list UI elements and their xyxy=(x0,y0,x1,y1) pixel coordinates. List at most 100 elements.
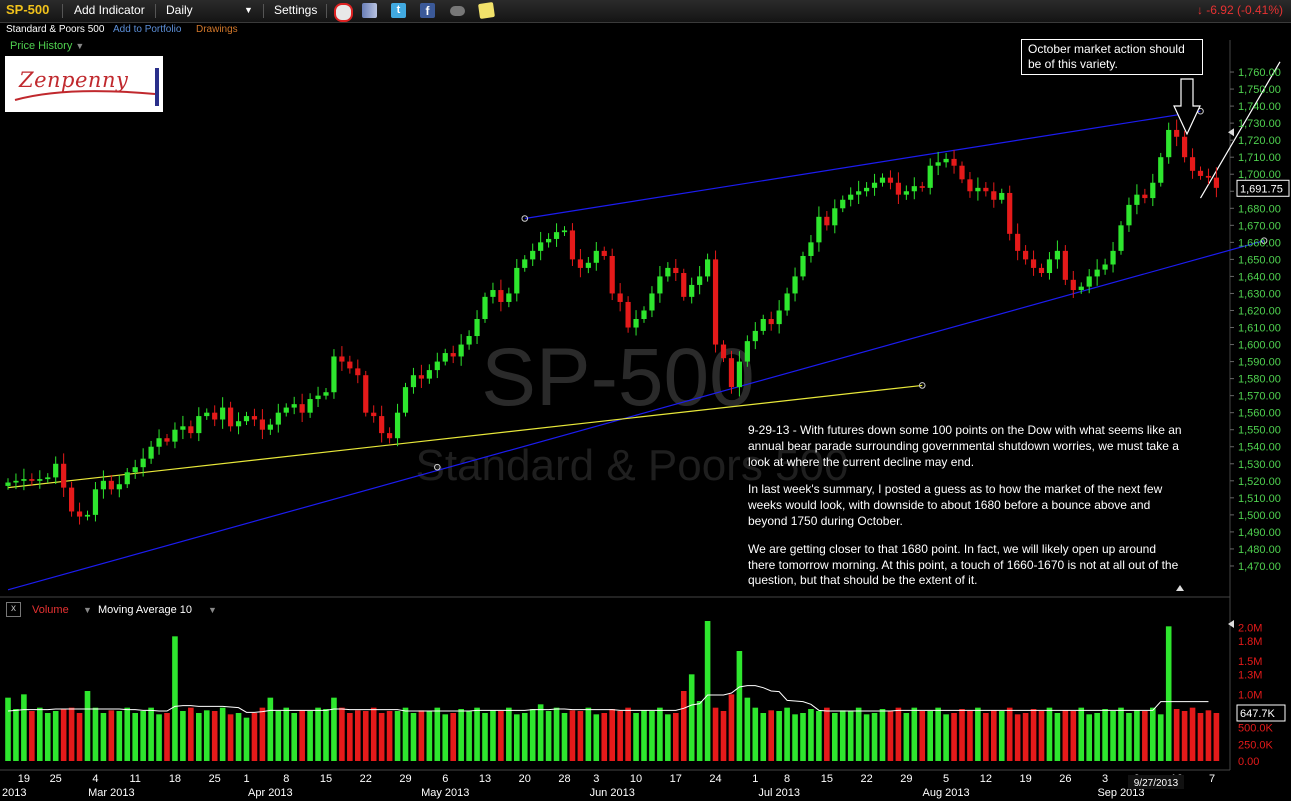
volume-bar xyxy=(426,711,433,761)
candle xyxy=(1038,267,1045,274)
close-icon[interactable]: x xyxy=(6,602,21,617)
volume-bar xyxy=(959,709,965,761)
candle xyxy=(228,407,234,427)
volume-bar xyxy=(887,711,894,761)
candle xyxy=(824,216,830,226)
price-tick-label: 1,470.00 xyxy=(1238,561,1281,573)
chevron-down-icon[interactable]: ▼ xyxy=(83,605,92,615)
candle xyxy=(840,199,846,209)
volume-bar xyxy=(37,707,43,761)
commentary-text: 9-29-13 - With futures down some 100 poi… xyxy=(748,423,1186,595)
volume-bar xyxy=(943,714,949,761)
month-tick-label: Apr 2013 xyxy=(248,787,293,799)
candle xyxy=(45,477,51,480)
candle xyxy=(935,162,941,166)
chevron-down-icon[interactable]: ▼ xyxy=(208,605,217,615)
volume-bar xyxy=(537,704,544,761)
candle xyxy=(251,416,258,420)
volume-bar xyxy=(402,707,409,761)
volume-bar xyxy=(1197,713,1204,761)
price-tick-label: 1,600.00 xyxy=(1238,340,1281,352)
volume-tick-label: 0.00 xyxy=(1238,756,1259,768)
drawings-link[interactable]: Drawings xyxy=(196,24,238,35)
commentary-paragraph: In last week's summary, I posted a guess… xyxy=(748,482,1163,528)
volume-bar xyxy=(275,711,282,761)
candle xyxy=(235,421,242,427)
candle xyxy=(561,230,568,233)
volume-bar xyxy=(1134,710,1140,761)
moving-average-line xyxy=(7,685,1209,713)
candle xyxy=(53,463,59,478)
add-indicator-button[interactable]: Add Indicator xyxy=(74,3,145,17)
volume-bar xyxy=(283,707,290,761)
volume-bar xyxy=(227,714,234,761)
date-tick-label: 22 xyxy=(360,773,372,785)
date-tick-label: 4 xyxy=(92,773,98,785)
candle xyxy=(1213,177,1219,188)
volume-tick-label: 1.8M xyxy=(1238,636,1262,648)
date-tick-label: 17 xyxy=(670,773,682,785)
volume-bar xyxy=(792,714,798,761)
candle xyxy=(355,368,361,376)
candle xyxy=(689,284,695,297)
facebook-icon[interactable]: f xyxy=(420,3,435,18)
drawn-arrows xyxy=(1173,78,1201,136)
volume-bar xyxy=(545,711,552,761)
volume-label[interactable]: Volume xyxy=(32,604,69,616)
chevron-down-icon[interactable]: ▼ xyxy=(244,5,253,15)
candle xyxy=(991,191,997,200)
volume-bar xyxy=(1205,710,1212,761)
chevron-down-icon: ▼ xyxy=(75,41,85,51)
price-tick-label: 1,500.00 xyxy=(1238,510,1281,522)
volume-bar xyxy=(235,713,242,761)
candle xyxy=(744,341,750,362)
volume-bar xyxy=(768,710,774,761)
alarm-clock-icon[interactable] xyxy=(334,3,353,22)
volume-bar xyxy=(506,707,512,761)
volume-bar xyxy=(871,713,878,761)
candle xyxy=(1134,194,1140,205)
symbol-label[interactable]: SP-500 xyxy=(6,2,50,17)
volume-bar xyxy=(879,709,886,761)
price-history-menu[interactable]: Price History ▼ xyxy=(10,40,84,52)
candle xyxy=(466,336,472,345)
trend-line-lower-channel xyxy=(7,240,1265,591)
scroll-up-icon xyxy=(1176,585,1184,591)
candle xyxy=(291,404,297,408)
commentary-paragraph: 9-29-13 - With futures down some 100 poi… xyxy=(748,423,1182,469)
logo-text: Zenpenny xyxy=(19,68,129,92)
price-tick-label: 1,590.00 xyxy=(1238,357,1281,369)
settings-button[interactable]: Settings xyxy=(274,3,318,17)
volume-bar xyxy=(1181,711,1188,761)
candle xyxy=(315,395,321,400)
candle xyxy=(673,267,679,274)
interval-select[interactable]: Daily xyxy=(166,3,193,17)
candle xyxy=(927,165,933,188)
volume-tick-label: 500.0K xyxy=(1238,723,1274,735)
candle xyxy=(816,216,822,243)
date-tick-label: 28 xyxy=(558,773,570,785)
date-tick-label: 13 xyxy=(479,773,491,785)
instrument-name: Standard & Poors 500 xyxy=(6,24,105,35)
price-tick-label: 1,570.00 xyxy=(1238,391,1281,403)
candle xyxy=(1189,157,1196,171)
candle xyxy=(919,186,925,188)
volume-bar xyxy=(776,711,782,761)
volume-bar xyxy=(665,714,671,761)
add-to-portfolio-link[interactable]: Add to Portfolio xyxy=(113,24,182,35)
candle xyxy=(307,399,313,413)
volume-bar xyxy=(1014,714,1021,761)
volume-bar xyxy=(991,710,997,761)
binoculars-icon[interactable] xyxy=(450,6,465,16)
twitter-icon[interactable]: t xyxy=(391,3,406,18)
moving-average-label[interactable]: Moving Average 10 xyxy=(98,604,192,616)
volume-bar xyxy=(132,713,138,761)
book-icon[interactable] xyxy=(362,3,377,18)
volume-bar xyxy=(935,707,941,761)
candle xyxy=(379,416,385,434)
volume-bar xyxy=(744,697,751,761)
volume-bar xyxy=(617,711,623,761)
candle xyxy=(752,330,758,342)
date-tick-label: 22 xyxy=(860,773,872,785)
